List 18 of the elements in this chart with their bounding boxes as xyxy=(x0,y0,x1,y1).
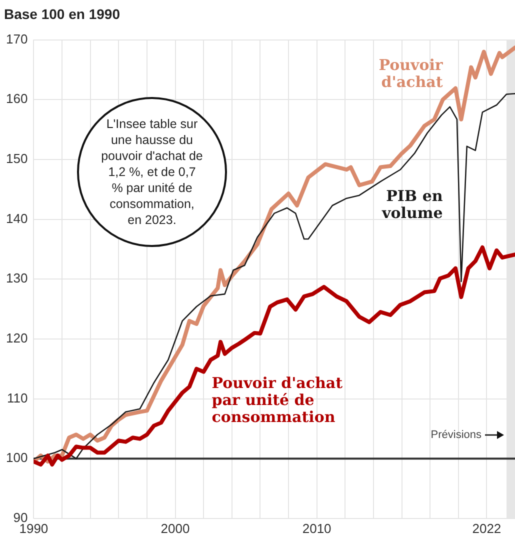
y-tick-label: 170 xyxy=(6,31,28,46)
y-tick-label: 160 xyxy=(6,91,28,106)
x-tick-label: 2010 xyxy=(302,520,332,536)
y-tick-label: 110 xyxy=(6,390,28,406)
x-tick-label: 2000 xyxy=(160,520,190,536)
y-tick-label: 100 xyxy=(6,450,28,466)
series-label: PIB en volume xyxy=(380,187,443,222)
y-tick-label: 120 xyxy=(6,330,28,346)
band-label: Prévisions xyxy=(430,428,482,441)
y-tick-label: 140 xyxy=(6,210,28,226)
y-tick-label: 150 xyxy=(6,151,28,166)
series-label: Pouvoir d'achat par unité de consommation xyxy=(212,374,344,426)
annotation: L'Insee table sur une hausse du pouvoir d'achat de 1,2 %, et de 0,7 % par unité de consommation, en 2023. xyxy=(101,116,203,228)
callout-circle: L'Insee table sur une hausse du pouvoir d'achat de 1,2 %, et de 0,7 % par unité de consommation, en 2023. xyxy=(77,97,227,248)
x-tick-label: 2022 xyxy=(472,520,502,536)
y-tick-label: 130 xyxy=(6,270,28,286)
chart-title: Base 100 en 1990 xyxy=(4,6,120,22)
series-label: Pouvoir d'achat xyxy=(378,56,443,91)
